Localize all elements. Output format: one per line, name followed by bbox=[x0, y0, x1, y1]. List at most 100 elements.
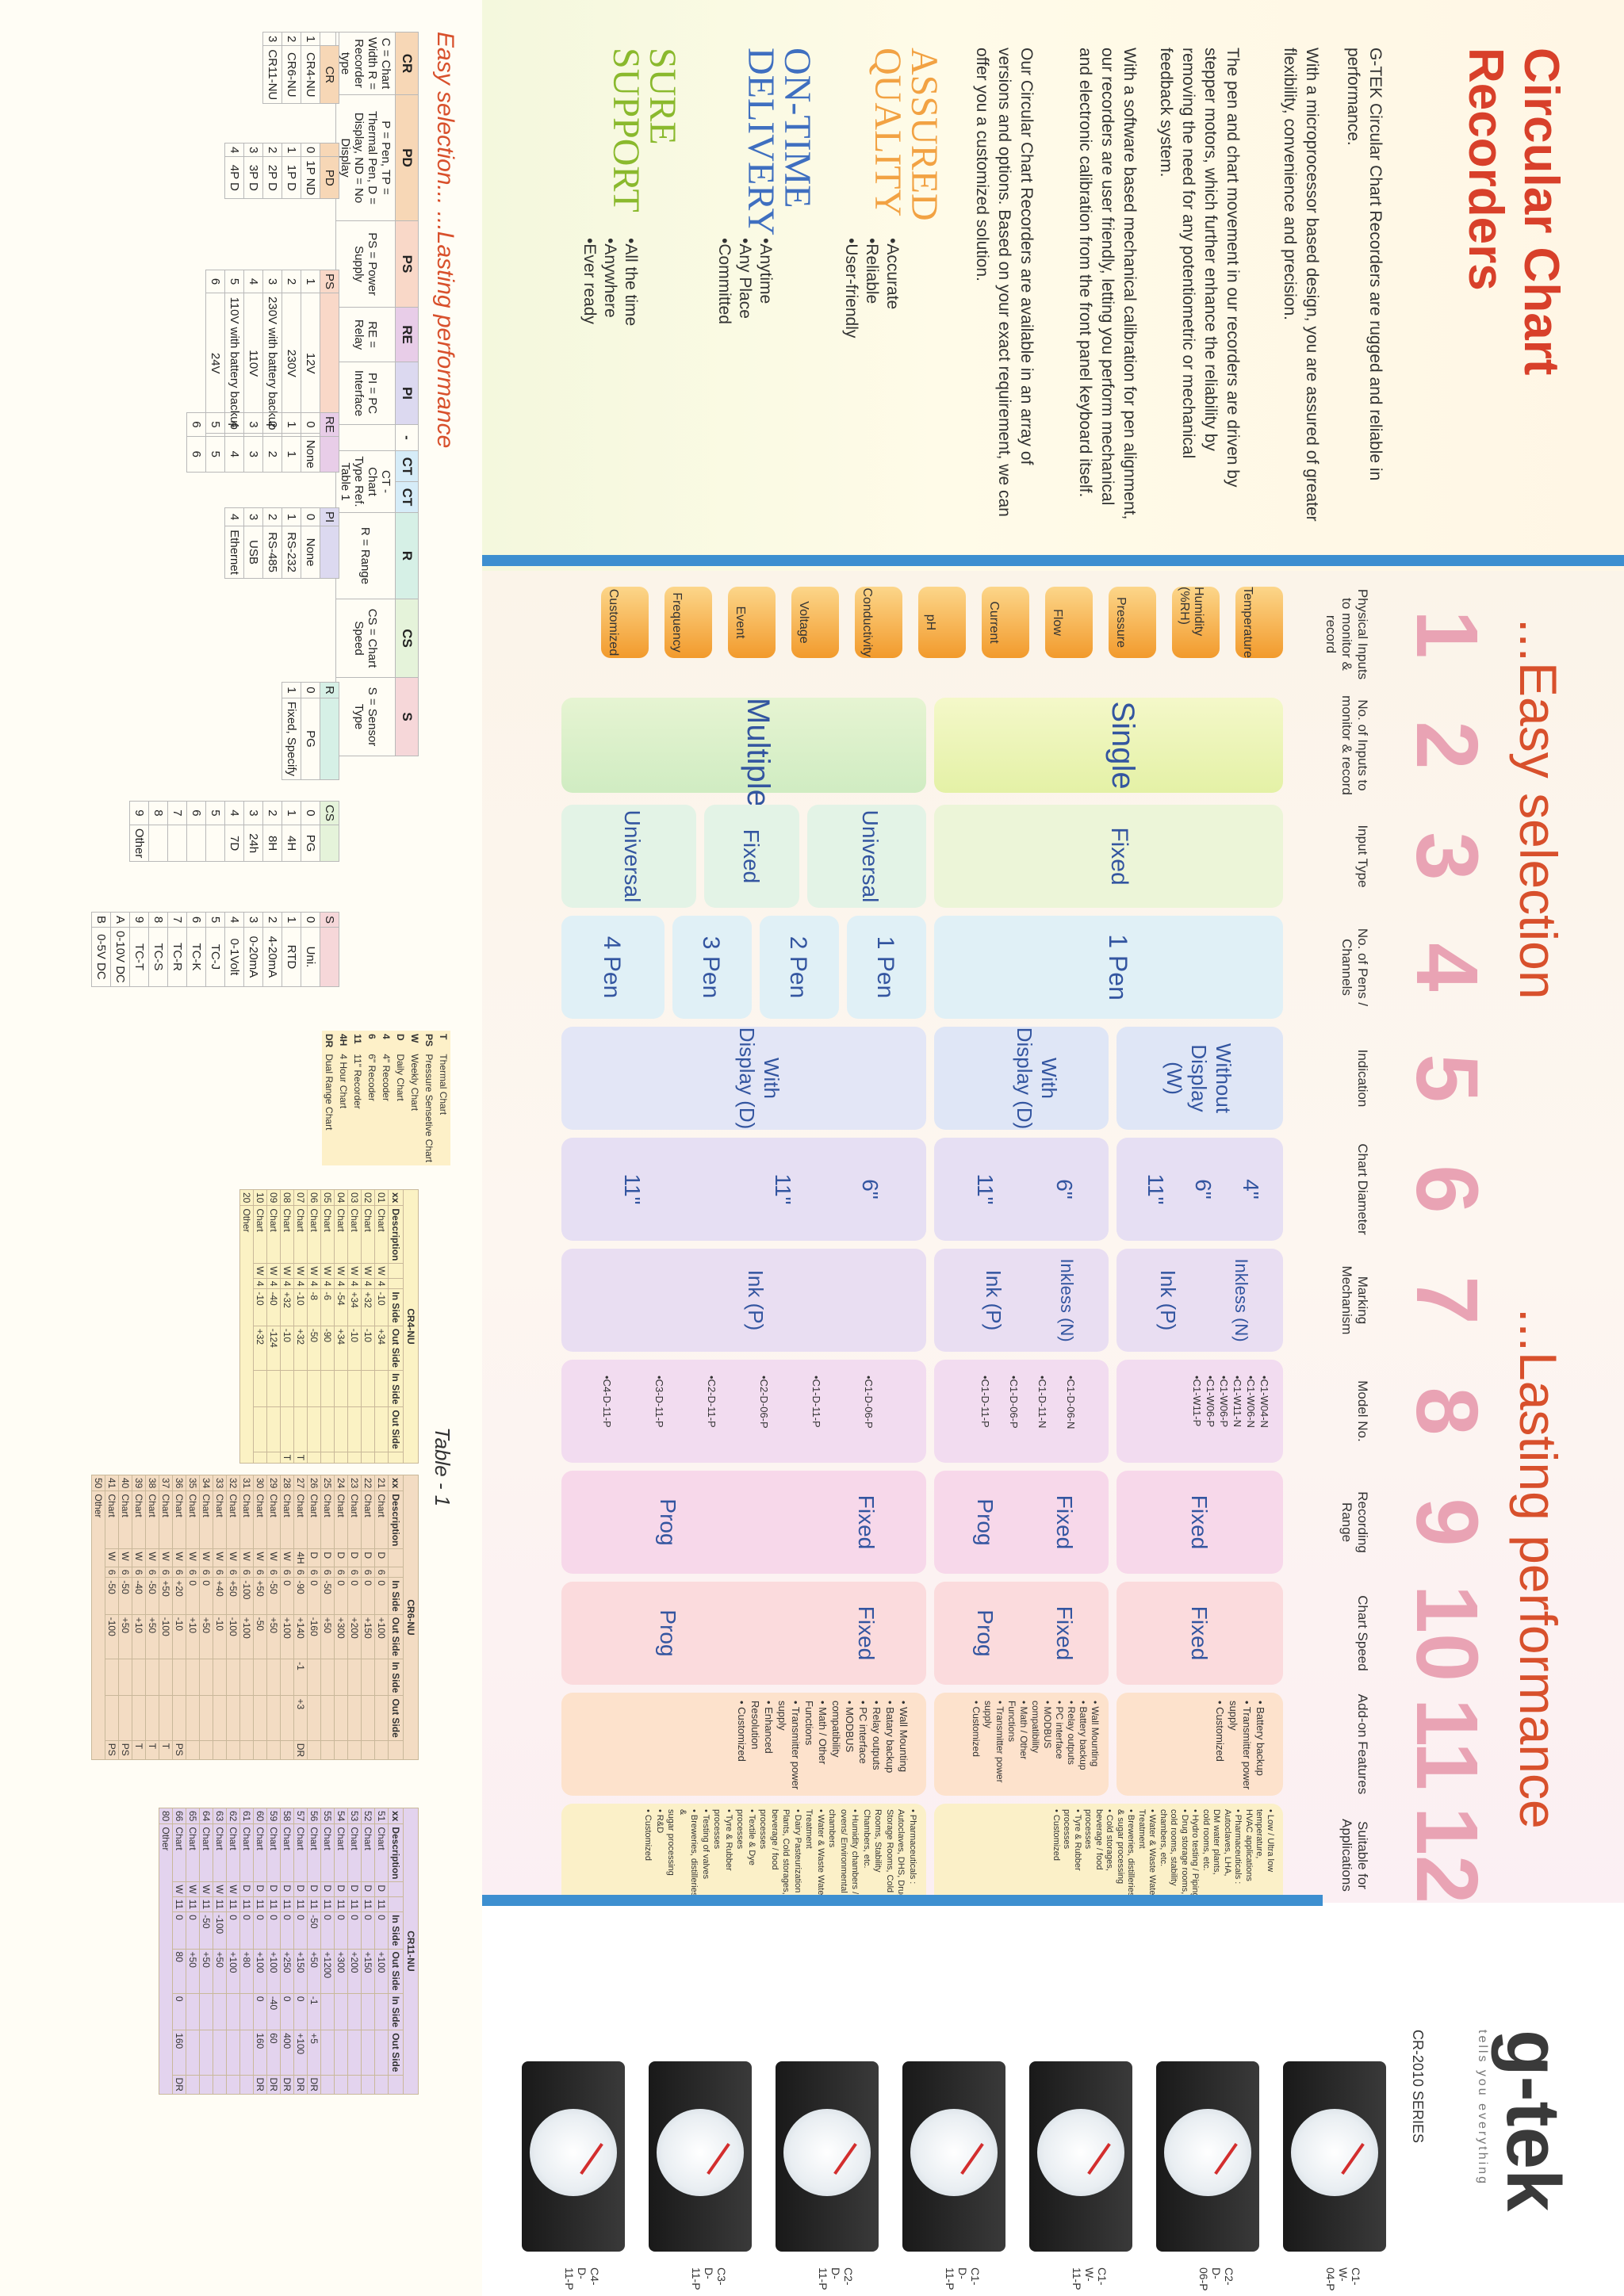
table-cell: 0 bbox=[347, 1911, 362, 1950]
table-cell: Chart bbox=[320, 1823, 335, 1882]
table-cell bbox=[334, 1740, 348, 1760]
table-cell: -50 bbox=[253, 1614, 267, 1659]
table1-cr4: CR4-NU xx Description In Side Out Side In Sid… bbox=[239, 1189, 419, 1464]
product-image bbox=[1283, 2061, 1386, 2252]
cell: 0 bbox=[301, 412, 320, 437]
table-cell: -100 bbox=[239, 1577, 254, 1615]
table-row: 0 PG bbox=[301, 801, 320, 862]
table-cell: 0 bbox=[361, 1577, 375, 1615]
table-cell: +50 bbox=[159, 1577, 173, 1615]
marking-inkless-2: Inkless (N) bbox=[1057, 1258, 1077, 1342]
cell bbox=[186, 825, 206, 862]
application-item: • Tyre & Rubber processes bbox=[1062, 1809, 1083, 1871]
cell: 3 bbox=[262, 32, 282, 46]
table-row: 30 Chart W 6 +50 -50 bbox=[253, 1475, 267, 1760]
table-cell bbox=[186, 1740, 200, 1760]
cell: 0-5V DC bbox=[91, 927, 111, 987]
cell: 1 bbox=[282, 682, 301, 698]
column-header: Out Side bbox=[388, 1614, 404, 1659]
table-cell: +50 bbox=[307, 1949, 321, 1994]
table-cell bbox=[239, 1695, 254, 1741]
table-cell: DR bbox=[293, 2075, 308, 2095]
table-cell: -1 bbox=[307, 1993, 321, 2030]
ordering-title-b: ...Lasting performance bbox=[432, 211, 458, 449]
pens-4: 4 Pen bbox=[599, 936, 625, 999]
column-header: xx bbox=[388, 1475, 404, 1491]
table-row: 26 Chart D 6 0 -160 bbox=[307, 1475, 321, 1760]
table-cell: 30 bbox=[253, 1475, 267, 1491]
input-voltage: Voltage bbox=[791, 587, 839, 658]
table-cell bbox=[266, 1740, 281, 1760]
table-cell: 22 bbox=[361, 1475, 375, 1491]
table-row: 29 Chart W 6 -50 +50 bbox=[266, 1475, 281, 1760]
table-row: 09 Chart W 4 -40 -124 bbox=[266, 1189, 281, 1464]
model-item: •C1-D-11-N bbox=[1036, 1376, 1048, 1429]
table-cell: -10 bbox=[172, 1614, 186, 1659]
code-re: RE bbox=[395, 307, 419, 362]
table-cell bbox=[361, 1993, 375, 2030]
addon-item: • Transmitter power supply bbox=[1228, 1701, 1253, 1790]
table-cell: DR bbox=[280, 2075, 294, 2095]
table-cell: +32 bbox=[280, 1288, 294, 1326]
table-row: 1 Fixed, Specify bbox=[282, 682, 301, 780]
table1-cr6: CR6-NU xx Description In Side Out Side In Sid… bbox=[91, 1475, 419, 1761]
table-cell: Chart bbox=[105, 1490, 119, 1549]
table-header-row: xx Description In Side Out Side In Side Out S… bbox=[388, 1475, 404, 1760]
application-item: • Hydro testing / Piping bbox=[1190, 1809, 1201, 1898]
product-image bbox=[1156, 2061, 1259, 2252]
cell: S bbox=[320, 912, 339, 928]
table-cell: +50 bbox=[145, 1614, 159, 1659]
application-item: sugar processing bbox=[666, 1809, 676, 1876]
table-cell: -10 bbox=[293, 1288, 308, 1326]
cell: 4 bbox=[224, 801, 244, 825]
legend-row: PS Pressure Sensetive Chart bbox=[422, 1031, 436, 1165]
table-cell: +100 bbox=[266, 1949, 281, 1994]
table-row: 08 Chart W 4 +32 -10 T bbox=[280, 1189, 294, 1464]
application-item: DM water plants, bbox=[1212, 1809, 1222, 1875]
cell: 6 bbox=[186, 912, 206, 928]
table-cell: 11 bbox=[347, 1896, 362, 1912]
table-cell: Chart bbox=[239, 1823, 254, 1882]
table-cell: 6 bbox=[105, 1567, 119, 1578]
table-cell: 59 bbox=[266, 1808, 281, 1824]
column-caption: Input Type bbox=[1355, 825, 1370, 888]
application-item: cold rooms, etc. bbox=[1201, 1809, 1211, 1871]
table-cell: W bbox=[213, 1548, 227, 1567]
model-item: •C2-D-11-P bbox=[706, 1376, 718, 1428]
pens-2: 2 Pen bbox=[785, 936, 811, 999]
table-cell: 11 bbox=[334, 1896, 348, 1912]
cell: 8 bbox=[148, 801, 168, 825]
table-cell: W bbox=[307, 1263, 321, 1279]
table-row: 37 Chart W 6 +50 -100 T bbox=[159, 1475, 173, 1760]
table-cell: 01 bbox=[374, 1189, 389, 1206]
brand-tagline: tells you everything bbox=[1476, 2030, 1489, 2186]
table-cell: Chart bbox=[293, 1823, 308, 1882]
table-row: S bbox=[320, 912, 339, 987]
table-cell: W bbox=[118, 1548, 132, 1567]
column-header bbox=[388, 1278, 404, 1289]
cell: 3 bbox=[243, 507, 263, 526]
table-cell: D bbox=[320, 1548, 335, 1567]
speed-fixed-2: Fixed bbox=[1052, 1605, 1077, 1661]
table-cell: D bbox=[334, 1548, 348, 1567]
table-cell: -1 bbox=[293, 1659, 308, 1696]
table-cell: 0 bbox=[334, 1577, 348, 1615]
diameter-11c: 11" bbox=[771, 1173, 795, 1205]
input-type-universal: Universal bbox=[858, 809, 883, 903]
cell: 1 bbox=[282, 412, 301, 437]
table-cell: +150 bbox=[293, 1949, 308, 1994]
table-cell: +50 bbox=[199, 1614, 213, 1659]
legend-text: Weekly Chart bbox=[409, 1054, 420, 1112]
table-cell: W bbox=[226, 1881, 240, 1897]
code-dash: - bbox=[395, 424, 419, 451]
table-cell: 0 bbox=[239, 1911, 254, 1950]
table-cell: W bbox=[266, 1263, 281, 1279]
table-cell: 4 bbox=[266, 1278, 281, 1289]
input-type-fixed: Fixed bbox=[1106, 827, 1132, 886]
table-cell: -160 bbox=[307, 1614, 321, 1659]
table-cell: W bbox=[213, 1881, 227, 1897]
table-cell bbox=[320, 2075, 335, 2095]
legend-code: D bbox=[395, 1034, 406, 1041]
column-caption: Recording Range bbox=[1339, 1491, 1370, 1553]
table-cell: +50 bbox=[213, 1949, 227, 1994]
